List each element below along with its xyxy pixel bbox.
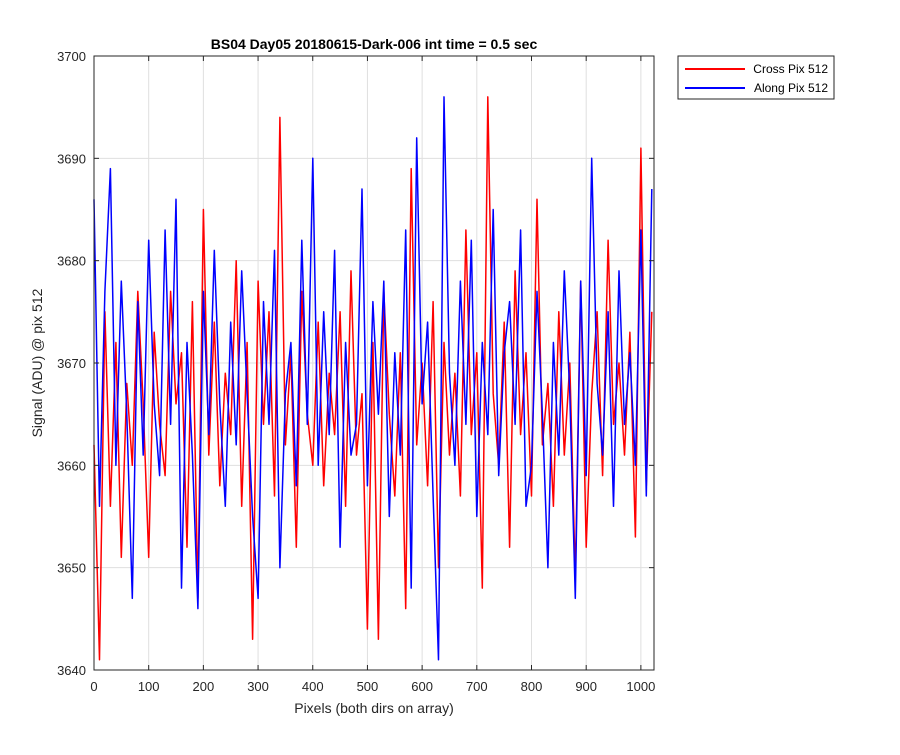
series-line-along-pix-512 <box>93 96 653 661</box>
x-tick-label: 800 <box>521 679 543 694</box>
legend-box <box>677 55 835 100</box>
y-tick-label: 3680 <box>57 254 86 269</box>
y-axis-title: Signal (ADU) @ pix 512 <box>29 288 45 437</box>
x-axis-title: Pixels (both dirs on array) <box>294 700 454 716</box>
x-tick-label: 300 <box>247 679 269 694</box>
ticks: 0 100 200 300 400 500 600 700 800 900 1000 3640 3650… <box>57 49 655 694</box>
y-tick-label: 3660 <box>57 458 86 473</box>
x-tick-label: 600 <box>411 679 433 694</box>
x-tick-label: 1000 <box>626 679 655 694</box>
x-tick-label: 100 <box>138 679 160 694</box>
legend[interactable]: Cross Pix 512 Along Pix 512 <box>677 55 835 100</box>
legend-label-cross: Cross Pix 512 <box>753 62 828 76</box>
y-tick-label: 3640 <box>57 663 86 678</box>
x-tick-label: 400 <box>302 679 324 694</box>
legend-label-along: Along Pix 512 <box>754 81 828 95</box>
x-tick-label: 500 <box>357 679 379 694</box>
x-tick-label: 700 <box>466 679 488 694</box>
x-tick-label: 0 <box>90 679 97 694</box>
series-line-cross-pix-512 <box>93 96 653 661</box>
y-tick-label: 3690 <box>57 151 86 166</box>
x-tick-label: 200 <box>193 679 215 694</box>
y-tick-label: 3670 <box>57 356 86 371</box>
x-tick-label: 900 <box>575 679 597 694</box>
series-lines <box>93 96 653 661</box>
y-tick-label: 3700 <box>57 49 86 64</box>
chart-title: BS04 Day05 20180615-Dark-006 int time = … <box>211 36 538 52</box>
y-tick-label: 3650 <box>57 561 86 576</box>
